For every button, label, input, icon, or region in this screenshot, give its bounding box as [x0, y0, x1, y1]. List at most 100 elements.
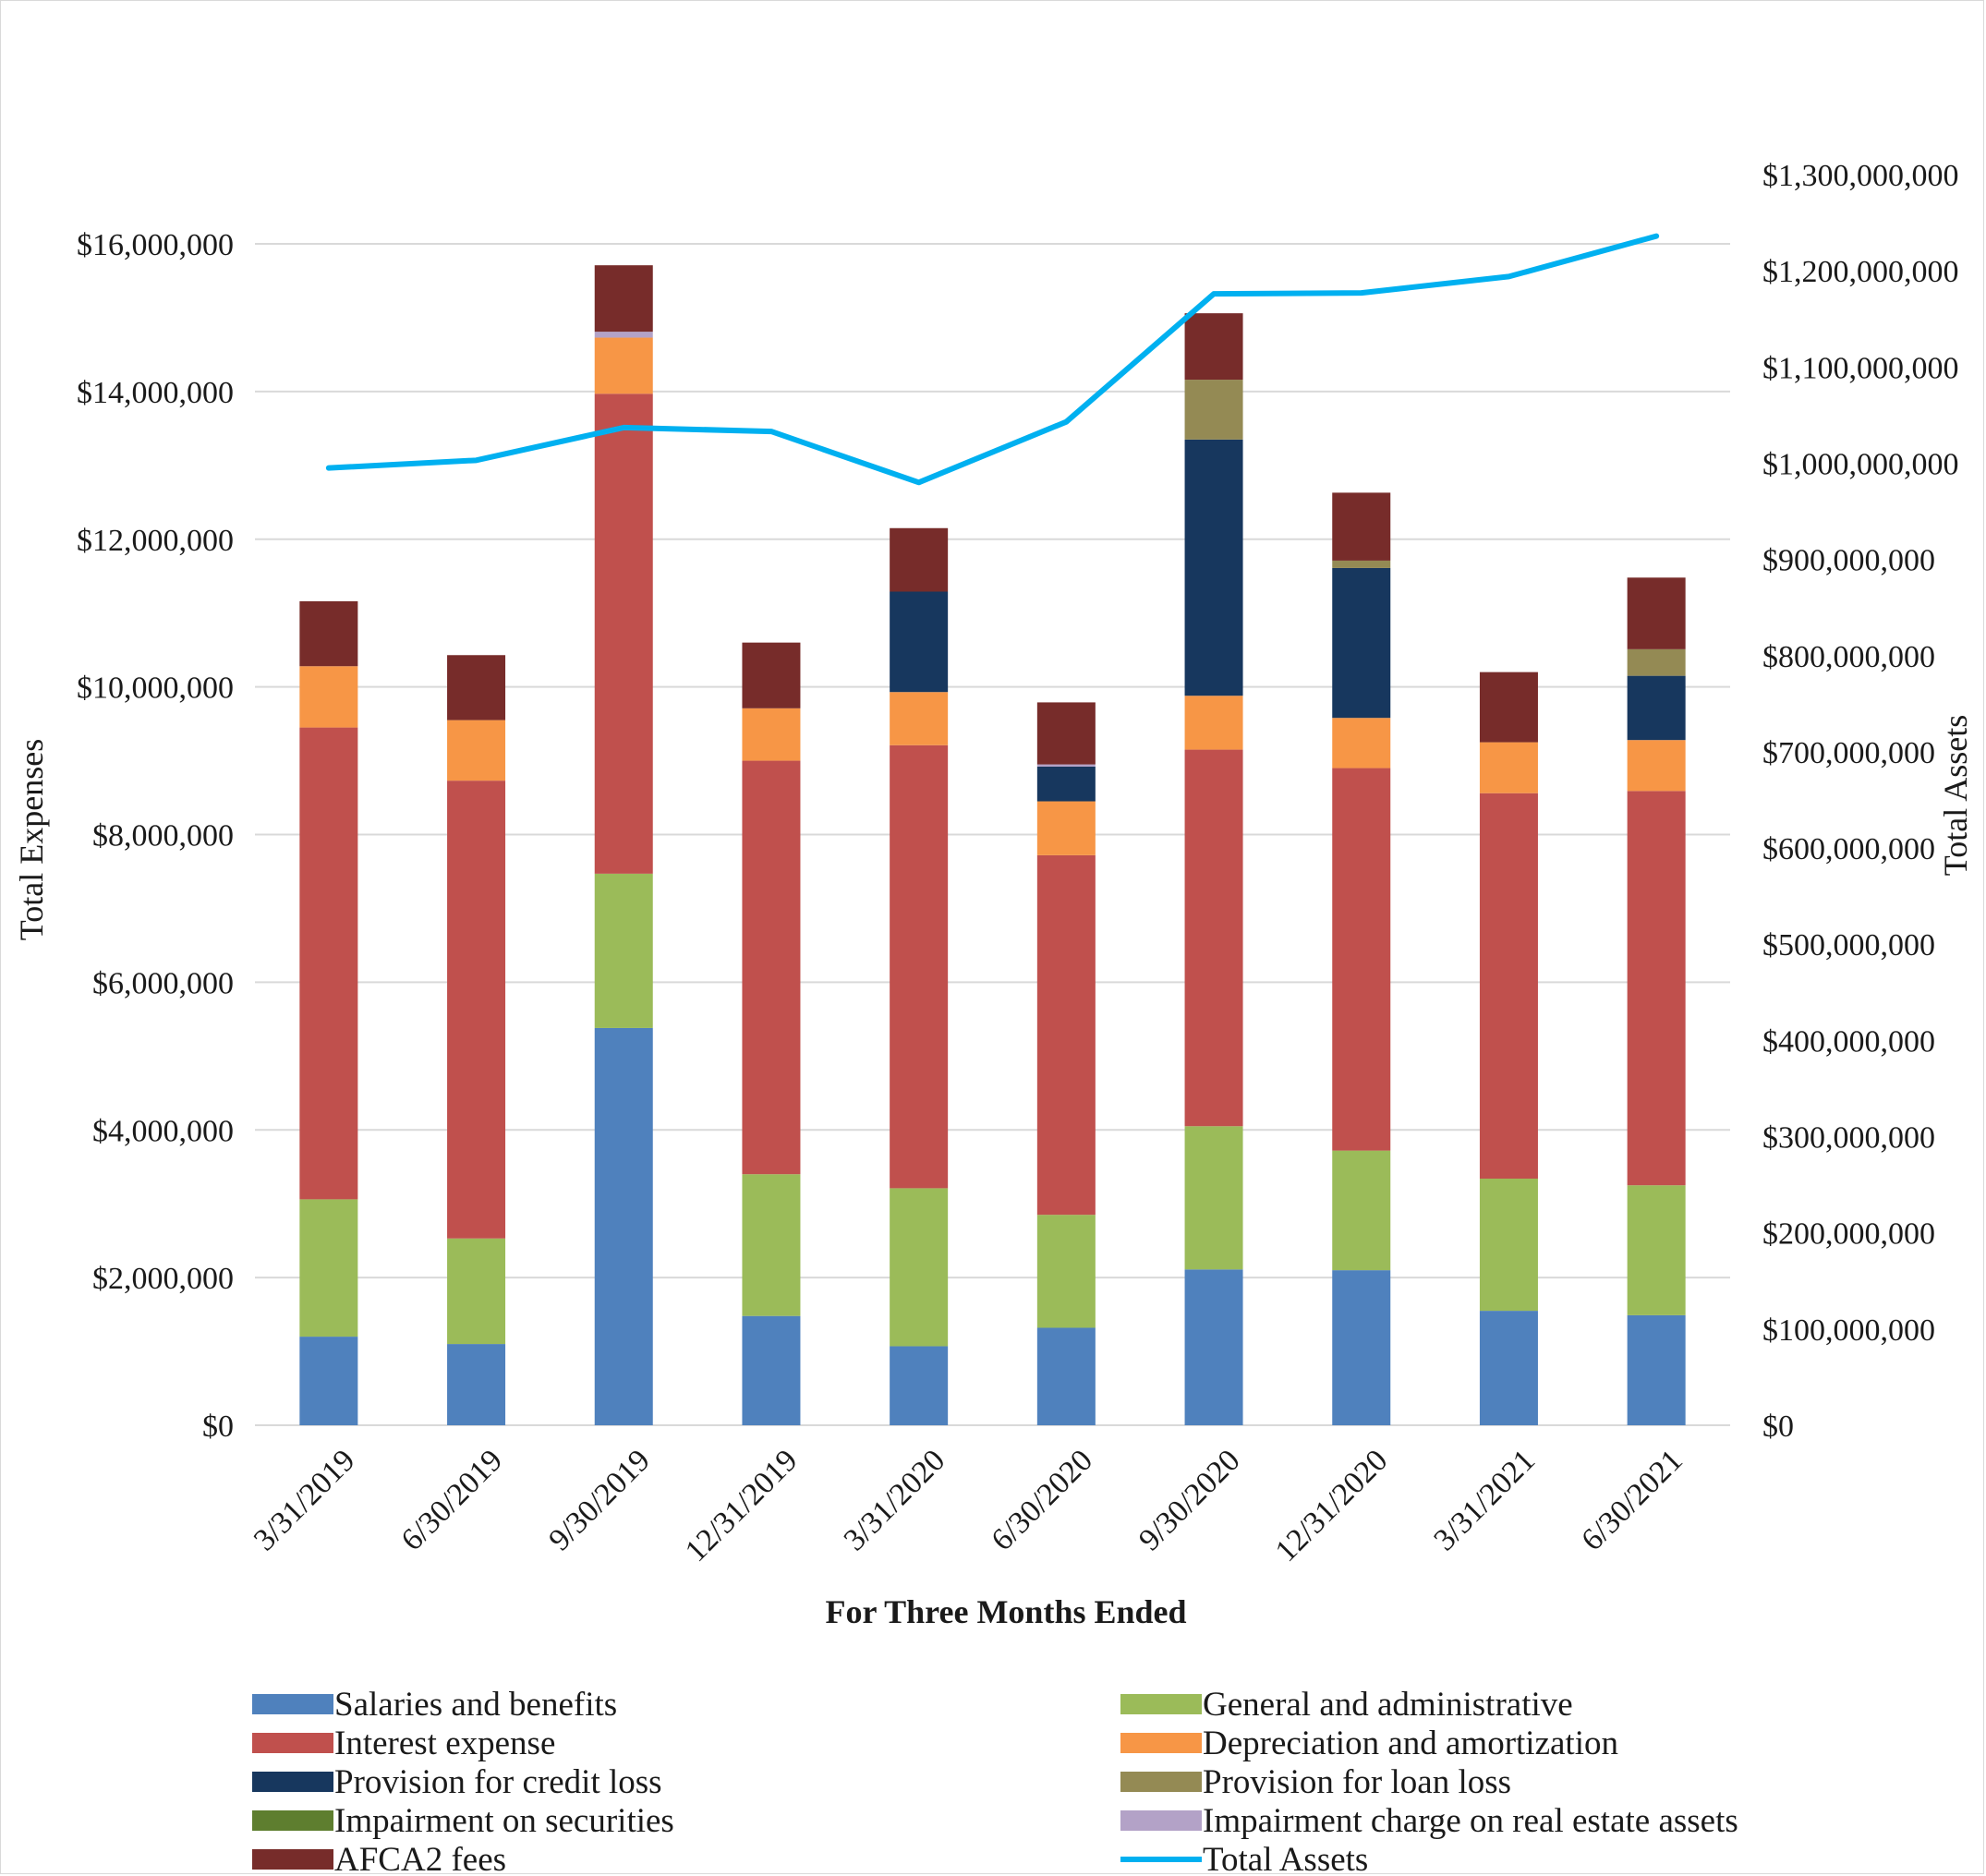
bar-segment [1036, 1327, 1096, 1425]
bar-segment [1332, 768, 1391, 1151]
y-tick-label: $6,000,000 [92, 966, 234, 1000]
y-tick-label: $14,000,000 [77, 376, 234, 410]
bar-segment [1332, 492, 1391, 561]
legend-swatch [1120, 1772, 1202, 1792]
legend-label: AFCA2 fees [334, 1841, 506, 1875]
bar-segment [1627, 1185, 1686, 1315]
bar-segment [594, 1027, 653, 1425]
bar-segment [299, 600, 358, 667]
bar-segment [1479, 1311, 1538, 1425]
bar-segment [1184, 1269, 1243, 1425]
x-tick-label: 6/30/2021 [1575, 1443, 1689, 1557]
bar-segment [1184, 380, 1243, 440]
y2-tick-label: $1,300,000,000 [1762, 159, 1959, 193]
y-tick-label: $2,000,000 [92, 1262, 234, 1296]
y2-tick-label: $900,000,000 [1762, 544, 1935, 578]
x-tick-label: 3/31/2021 [1427, 1443, 1542, 1557]
bar-segment [1332, 1150, 1391, 1271]
bar-segment [890, 1188, 949, 1347]
bar-stack [890, 527, 949, 1425]
legend-swatch [252, 1849, 333, 1870]
bar-segment [1627, 740, 1686, 792]
bar-segment [594, 393, 653, 874]
y-tick-label: $8,000,000 [92, 819, 234, 853]
bar-segment [594, 873, 653, 1028]
bar-segment [1479, 1179, 1538, 1312]
bar-segment [1036, 702, 1096, 765]
bar-segment [1184, 313, 1243, 381]
legend-swatch [1120, 1694, 1202, 1714]
bar-segment [594, 265, 653, 333]
bar-stack [594, 265, 653, 1425]
right-axis-ticks: $0 $100,000,000 $200,000,000 $300,000,000 $4… [1762, 159, 1959, 1444]
legend-label: Depreciation and amortization [1203, 1725, 1618, 1762]
bar-segment [447, 1344, 506, 1425]
bar-segment [742, 708, 801, 761]
bar-segment [1479, 742, 1538, 793]
bar-stack [1479, 672, 1538, 1425]
bar-segment [1627, 675, 1686, 741]
x-tick-label: 9/30/2019 [542, 1443, 657, 1557]
legend-label: Salaries and benefits [334, 1686, 617, 1724]
y2-axis-title: Total Assets [1937, 715, 1974, 876]
bar-segment [447, 1238, 506, 1345]
y2-tick-label: $1,200,000,000 [1762, 255, 1959, 289]
y2-tick-label: $500,000,000 [1762, 928, 1935, 962]
bar-segment [447, 781, 506, 1239]
stacked-bars [299, 265, 1686, 1425]
bar-segment [890, 744, 949, 1189]
legend-swatch [252, 1733, 333, 1753]
bar-segment [1036, 764, 1096, 767]
y-tick-label: $12,000,000 [77, 524, 234, 558]
y-tick-label: $10,000,000 [77, 672, 234, 706]
bar-stack [1036, 702, 1096, 1425]
bar-stack [742, 642, 801, 1425]
bar-stack [1332, 492, 1391, 1425]
legend-swatch [252, 1810, 333, 1831]
y2-tick-label: $800,000,000 [1762, 640, 1935, 674]
bar-segment [1332, 1270, 1391, 1425]
legend-swatch [1120, 1810, 1202, 1831]
bar-segment [1627, 791, 1686, 1186]
bar-segment [1627, 1314, 1686, 1425]
bar-segment [1036, 801, 1096, 855]
legend-label: Impairment on securities [334, 1802, 674, 1840]
bar-segment [447, 720, 506, 781]
bar-segment [1184, 439, 1243, 696]
y2-tick-label: $400,000,000 [1762, 1024, 1935, 1059]
x-axis-ticks: 3/31/2019 6/30/2019 9/30/2019 12/31/2019 3/3… [248, 1443, 1689, 1568]
y-tick-label: $0 [202, 1410, 234, 1444]
x-tick-label: 6/30/2019 [395, 1443, 510, 1557]
bar-stack [1627, 577, 1686, 1425]
bar-segment [1036, 854, 1096, 1216]
legend-label: Interest expense [334, 1725, 555, 1762]
bar-segment [299, 727, 358, 1200]
bar-segment [1184, 749, 1243, 1127]
x-tick-label: 9/30/2020 [1132, 1443, 1247, 1557]
x-tick-label: 12/31/2020 [1269, 1443, 1395, 1568]
y2-tick-label: $300,000,000 [1762, 1121, 1935, 1156]
y2-tick-label: $0 [1762, 1410, 1794, 1444]
y2-tick-label: $700,000,000 [1762, 736, 1935, 770]
bar-segment [299, 666, 358, 728]
bar-segment [890, 1346, 949, 1425]
y-axis-title: Total Expenses [13, 739, 50, 940]
x-axis-title: For Three Months Ended [825, 1593, 1186, 1630]
bar-segment [1036, 1215, 1096, 1328]
bar-segment [594, 332, 653, 338]
bar-segment [1036, 766, 1096, 802]
y-tick-label: $4,000,000 [92, 1114, 234, 1148]
bar-segment [1479, 672, 1538, 743]
y2-tick-label: $600,000,000 [1762, 832, 1935, 866]
bar-segment [1184, 696, 1243, 750]
bar-segment [1627, 577, 1686, 649]
bar-segment [299, 1337, 358, 1425]
legend-label: Provision for loan loss [1203, 1763, 1511, 1801]
bar-segment [1332, 560, 1391, 568]
bar-stack [1184, 313, 1243, 1425]
legend-label: Provision for credit loss [334, 1763, 662, 1801]
y2-tick-label: $200,000,000 [1762, 1217, 1935, 1252]
legend-swatch [252, 1772, 333, 1792]
bar-segment [890, 527, 949, 592]
